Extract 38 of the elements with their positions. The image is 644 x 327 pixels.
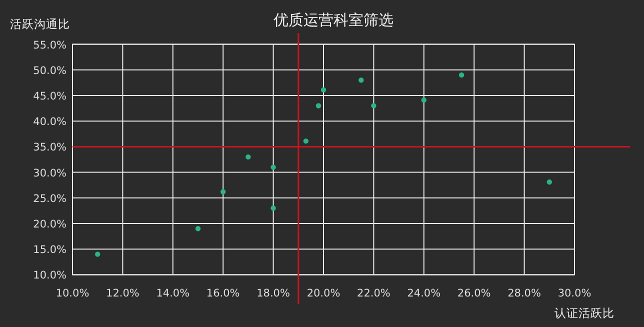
- y-tick-label: 30.0%: [33, 167, 67, 180]
- point: [546, 179, 552, 185]
- point: [95, 252, 100, 257]
- y-tick-label: 15.0%: [33, 244, 67, 256]
- x-tick-label: 26.0%: [457, 288, 491, 300]
- y-tick-label: 50.0%: [33, 64, 67, 77]
- x-tick-label: 10.0%: [56, 288, 90, 300]
- y-axis-title: 活跃沟通比: [10, 17, 70, 31]
- x-tick-label: 28.0%: [508, 288, 541, 300]
- x-tick-label: 12.0%: [106, 288, 140, 300]
- point: [371, 103, 376, 108]
- point: [316, 103, 322, 108]
- point: [358, 78, 364, 83]
- x-tick-label: 16.0%: [206, 288, 240, 300]
- x-tick-label: 24.0%: [407, 288, 441, 300]
- x-tick-label: 20.0%: [306, 288, 340, 300]
- y-tick-label: 10.0%: [33, 270, 67, 282]
- x-axis-title: 认证活跃比: [554, 306, 614, 320]
- y-tick-label: 25.0%: [33, 192, 67, 205]
- y-tick-label: 40.0%: [33, 116, 67, 128]
- point: [246, 154, 251, 160]
- point: [195, 226, 201, 232]
- x-tick-label: 14.0%: [156, 288, 190, 300]
- chart-title: 优质运营科室筛选: [274, 11, 394, 29]
- x-tick-label: 30.0%: [558, 288, 592, 300]
- x-tick-label: 22.0%: [357, 288, 390, 300]
- point: [320, 87, 326, 92]
- y-tick-label: 45.0%: [33, 90, 67, 102]
- point: [270, 164, 276, 170]
- point: [270, 206, 276, 211]
- point: [421, 98, 426, 103]
- y-tick-label: 20.0%: [33, 218, 67, 230]
- point: [220, 189, 226, 194]
- y-tick-label: 35.0%: [33, 142, 67, 154]
- y-tick-label: 55.0%: [33, 39, 67, 52]
- x-tick-label: 18.0%: [256, 288, 290, 300]
- point: [303, 138, 309, 144]
- point: [458, 72, 464, 78]
